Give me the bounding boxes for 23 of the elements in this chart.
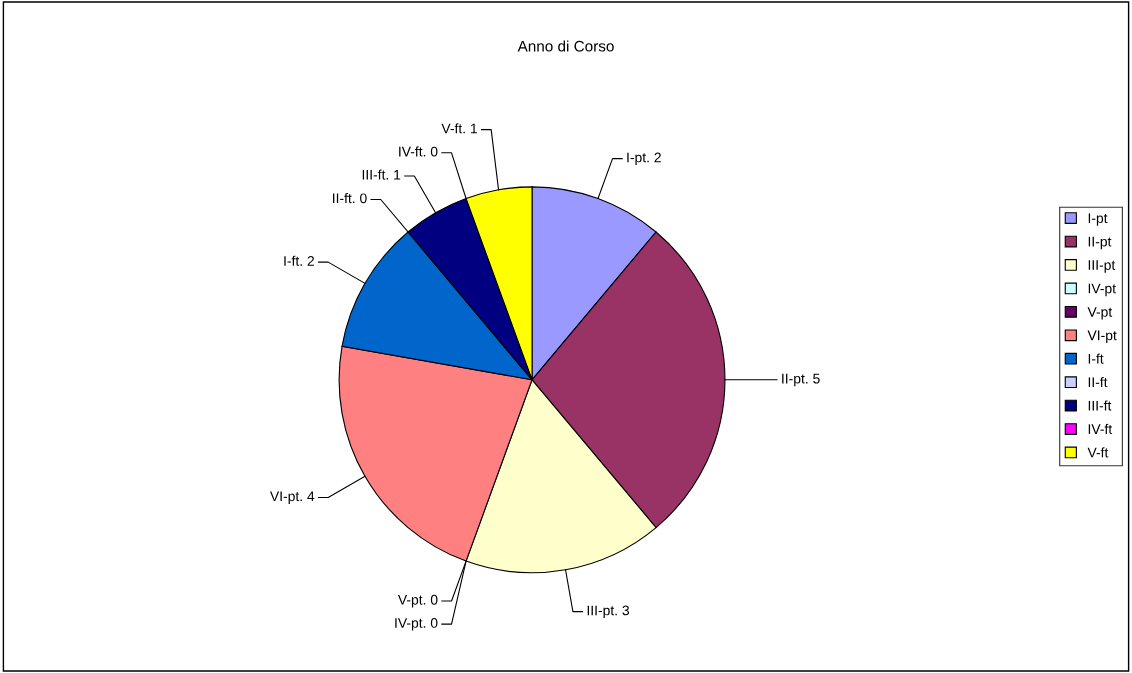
legend-label: III-ft xyxy=(1088,400,1112,411)
legend-label: V-ft xyxy=(1087,447,1109,458)
text: II-ft. 0 xyxy=(333,193,367,204)
legend-label: VI-pt xyxy=(1087,330,1117,344)
text: IV-pt. 0 xyxy=(395,618,438,631)
data-label: I-ft. 2 xyxy=(284,255,314,266)
chart-title: Anno di Corso xyxy=(517,40,614,52)
legend-label: II-ft xyxy=(1088,376,1108,388)
data-label: II-pt. 5 xyxy=(782,373,820,387)
legend-label: IV-ft xyxy=(1088,423,1113,434)
legend-label: I-ft xyxy=(1088,353,1104,364)
legend-label: IV-pt xyxy=(1088,283,1116,297)
legend-label: III-pt xyxy=(1088,260,1116,273)
data-label: I-pt. 2 xyxy=(627,152,661,166)
legend-label: V-pt xyxy=(1087,307,1113,320)
text: V-pt. 0 xyxy=(397,594,438,608)
legend-label: II-pt xyxy=(1088,236,1112,250)
data-label: VI-pt. 4 xyxy=(269,491,315,504)
data-label: V-ft. 1 xyxy=(441,123,477,134)
legend-label: I-pt xyxy=(1088,213,1108,226)
text: IV-ft. 0 xyxy=(399,146,438,157)
data-label: III-ft. 1 xyxy=(362,169,401,180)
data-label: III-pt. 3 xyxy=(587,605,630,619)
